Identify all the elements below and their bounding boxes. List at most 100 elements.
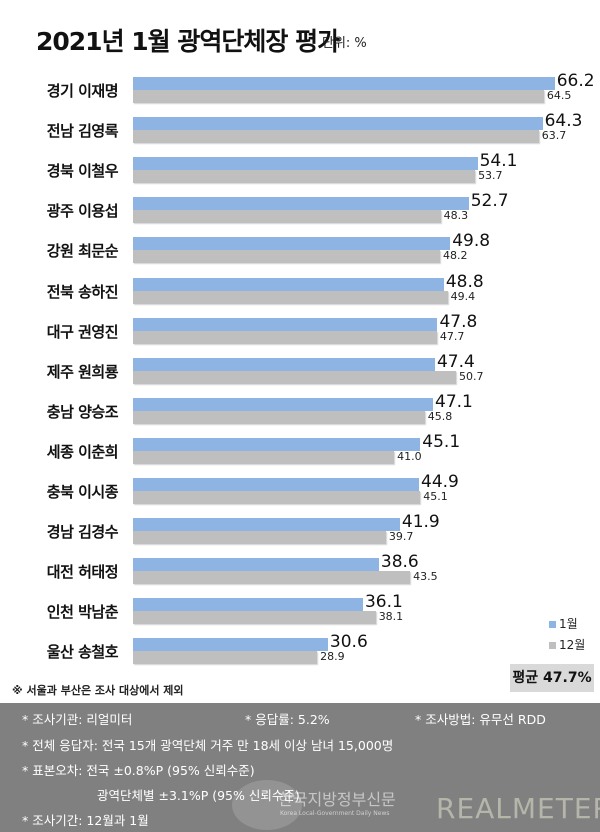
legend-jan-swatch-icon — [549, 621, 556, 628]
value-dec: 48.3 — [443, 209, 469, 223]
value-jan: 36.1 — [364, 592, 403, 613]
chart-row: 세종 이춘희 45.1 41.0 — [0, 432, 600, 478]
bar-dec — [133, 210, 441, 224]
bar-jan — [133, 157, 478, 171]
legend-jan-label: 1월 — [559, 617, 578, 631]
bar-jan — [133, 197, 469, 211]
response-rate: * 응답률: 5.2% — [245, 712, 330, 727]
row-label: 울산 송철호 — [46, 643, 119, 662]
bar-dec — [133, 571, 411, 585]
bar-jan — [133, 117, 543, 131]
bar-dec — [133, 90, 544, 103]
bar-jan — [133, 77, 555, 90]
bar-jan — [133, 437, 421, 451]
respondents: * 전체 응답자: 전국 15개 광역단체 거주 만 18세 이상 남녀 15,… — [22, 738, 394, 753]
chart-row: 충남 양승조 47.1 45.8 — [0, 392, 600, 438]
chart-row: 강원 최문순 49.8 48.2 — [0, 231, 600, 277]
bar-jan — [133, 478, 419, 491]
bar-dec — [133, 290, 448, 304]
value-jan: 41.9 — [401, 512, 440, 533]
bar-jan — [133, 598, 363, 612]
unit-label: 단위: % — [322, 36, 367, 51]
chart-row: 전북 송하진 48.8 49.4 — [0, 272, 600, 318]
watermark-subtext: Korea Local-Government Daily News — [280, 810, 390, 817]
row-label: 제주 원희룡 — [46, 362, 119, 381]
legend-dec-label: 12월 — [559, 638, 586, 652]
row-label: 경기 이재명 — [46, 82, 119, 100]
value-dec: 28.9 — [320, 650, 345, 664]
value-jan: 30.6 — [329, 632, 368, 653]
value-dec: 48.2 — [443, 249, 468, 263]
row-label: 세종 이춘희 — [46, 442, 119, 461]
bar-dec — [133, 410, 425, 424]
chart-row: 경기 이재명 66.2 64.5 — [0, 71, 600, 117]
value-dec: 39.7 — [388, 530, 414, 544]
chart-row: 제주 원희룡 47.4 50.7 — [0, 352, 600, 398]
value-jan: 47.8 — [439, 311, 478, 332]
chart-row: 전남 김영록 64.3 63.7 — [0, 111, 600, 157]
value-dec: 41.0 — [397, 449, 422, 463]
bar-dec — [133, 531, 386, 545]
row-label: 전남 김영록 — [46, 122, 119, 141]
average-badge: 평균 47.7% — [510, 664, 594, 692]
row-label: 충북 이시종 — [46, 483, 119, 501]
value-dec: 38.1 — [378, 610, 404, 624]
bar-dec — [133, 491, 421, 504]
row-label: 대구 권영진 — [46, 322, 119, 341]
row-label: 충남 양승조 — [46, 402, 119, 421]
survey-agency: * 조사기관: 리얼미터 — [22, 712, 133, 727]
bar-jan — [133, 277, 444, 291]
value-dec: 64.5 — [546, 89, 572, 102]
value-dec: 63.7 — [541, 129, 567, 143]
bar-jan — [133, 237, 451, 251]
exclusion-note: ※ 서울과 부산은 조사 대상에서 제외 — [12, 684, 184, 697]
row-label: 경남 김경수 — [46, 523, 119, 542]
survey-period: * 조사기간: 12월과 1월 — [22, 813, 149, 828]
bar-jan — [133, 518, 400, 532]
watermark-text: 한국지방정부신문 — [278, 790, 396, 809]
value-jan: 48.8 — [445, 271, 484, 292]
bar-dec — [133, 130, 539, 144]
bar-jan — [133, 558, 379, 572]
value-jan: 38.6 — [380, 552, 419, 573]
value-jan: 52.7 — [470, 191, 509, 212]
value-dec: 50.7 — [458, 369, 484, 383]
value-jan: 49.8 — [452, 231, 491, 252]
value-jan: 44.9 — [421, 472, 459, 492]
value-jan: 54.1 — [479, 151, 518, 172]
chart-row: 인천 박남춘 36.1 38.1 — [0, 592, 600, 638]
chart-row: 대전 허태정 38.6 43.5 — [0, 552, 600, 598]
survey-info-footer: * 조사기관: 리얼미터 * 응답률: 5.2% * 조사방법: 유무선 RDD… — [0, 703, 600, 832]
bar-jan — [133, 397, 434, 411]
bar-jan — [133, 317, 438, 331]
row-label: 강원 최문순 — [46, 242, 119, 261]
legend-dec-swatch-icon — [549, 642, 556, 649]
chart-title: 2021년 1월 광역단체장 평가 — [36, 27, 340, 56]
row-label: 인천 박남춘 — [46, 603, 119, 622]
value-jan: 66.2 — [556, 71, 595, 91]
chart-row: 울산 송철호 30.6 28.9 — [0, 632, 600, 678]
value-dec: 49.4 — [450, 289, 476, 303]
bar-dec — [133, 170, 476, 184]
bar-dec — [133, 330, 437, 344]
row-label: 광주 이용섭 — [46, 202, 119, 221]
survey-method: * 조사방법: 유무선 RDD — [415, 712, 546, 727]
sampling-error-regional: 광역단체별 ±3.1%P (95% 신뢰수준) — [97, 788, 300, 803]
bar-dec — [133, 370, 456, 384]
row-label: 전북 송하진 — [46, 282, 119, 301]
chart-row: 광주 이용섭 52.7 48.3 — [0, 191, 600, 237]
row-label: 대전 허태정 — [46, 563, 119, 582]
row-label: 경북 이철우 — [46, 162, 119, 181]
value-jan: 64.3 — [544, 111, 583, 132]
bar-dec — [133, 611, 376, 625]
chart-row: 충북 이시종 44.9 45.1 — [0, 472, 600, 518]
newspaper-logo-icon — [232, 780, 302, 830]
value-dec: 45.8 — [427, 409, 453, 423]
value-jan: 47.4 — [436, 351, 475, 372]
value-dec: 43.5 — [413, 570, 438, 584]
bar-dec — [133, 450, 395, 464]
bar-jan — [133, 638, 328, 652]
chart-row: 대구 권영진 47.8 47.7 — [0, 312, 600, 358]
value-jan: 47.1 — [435, 391, 473, 412]
chart-row: 경북 이철우 54.1 53.7 — [0, 151, 600, 197]
